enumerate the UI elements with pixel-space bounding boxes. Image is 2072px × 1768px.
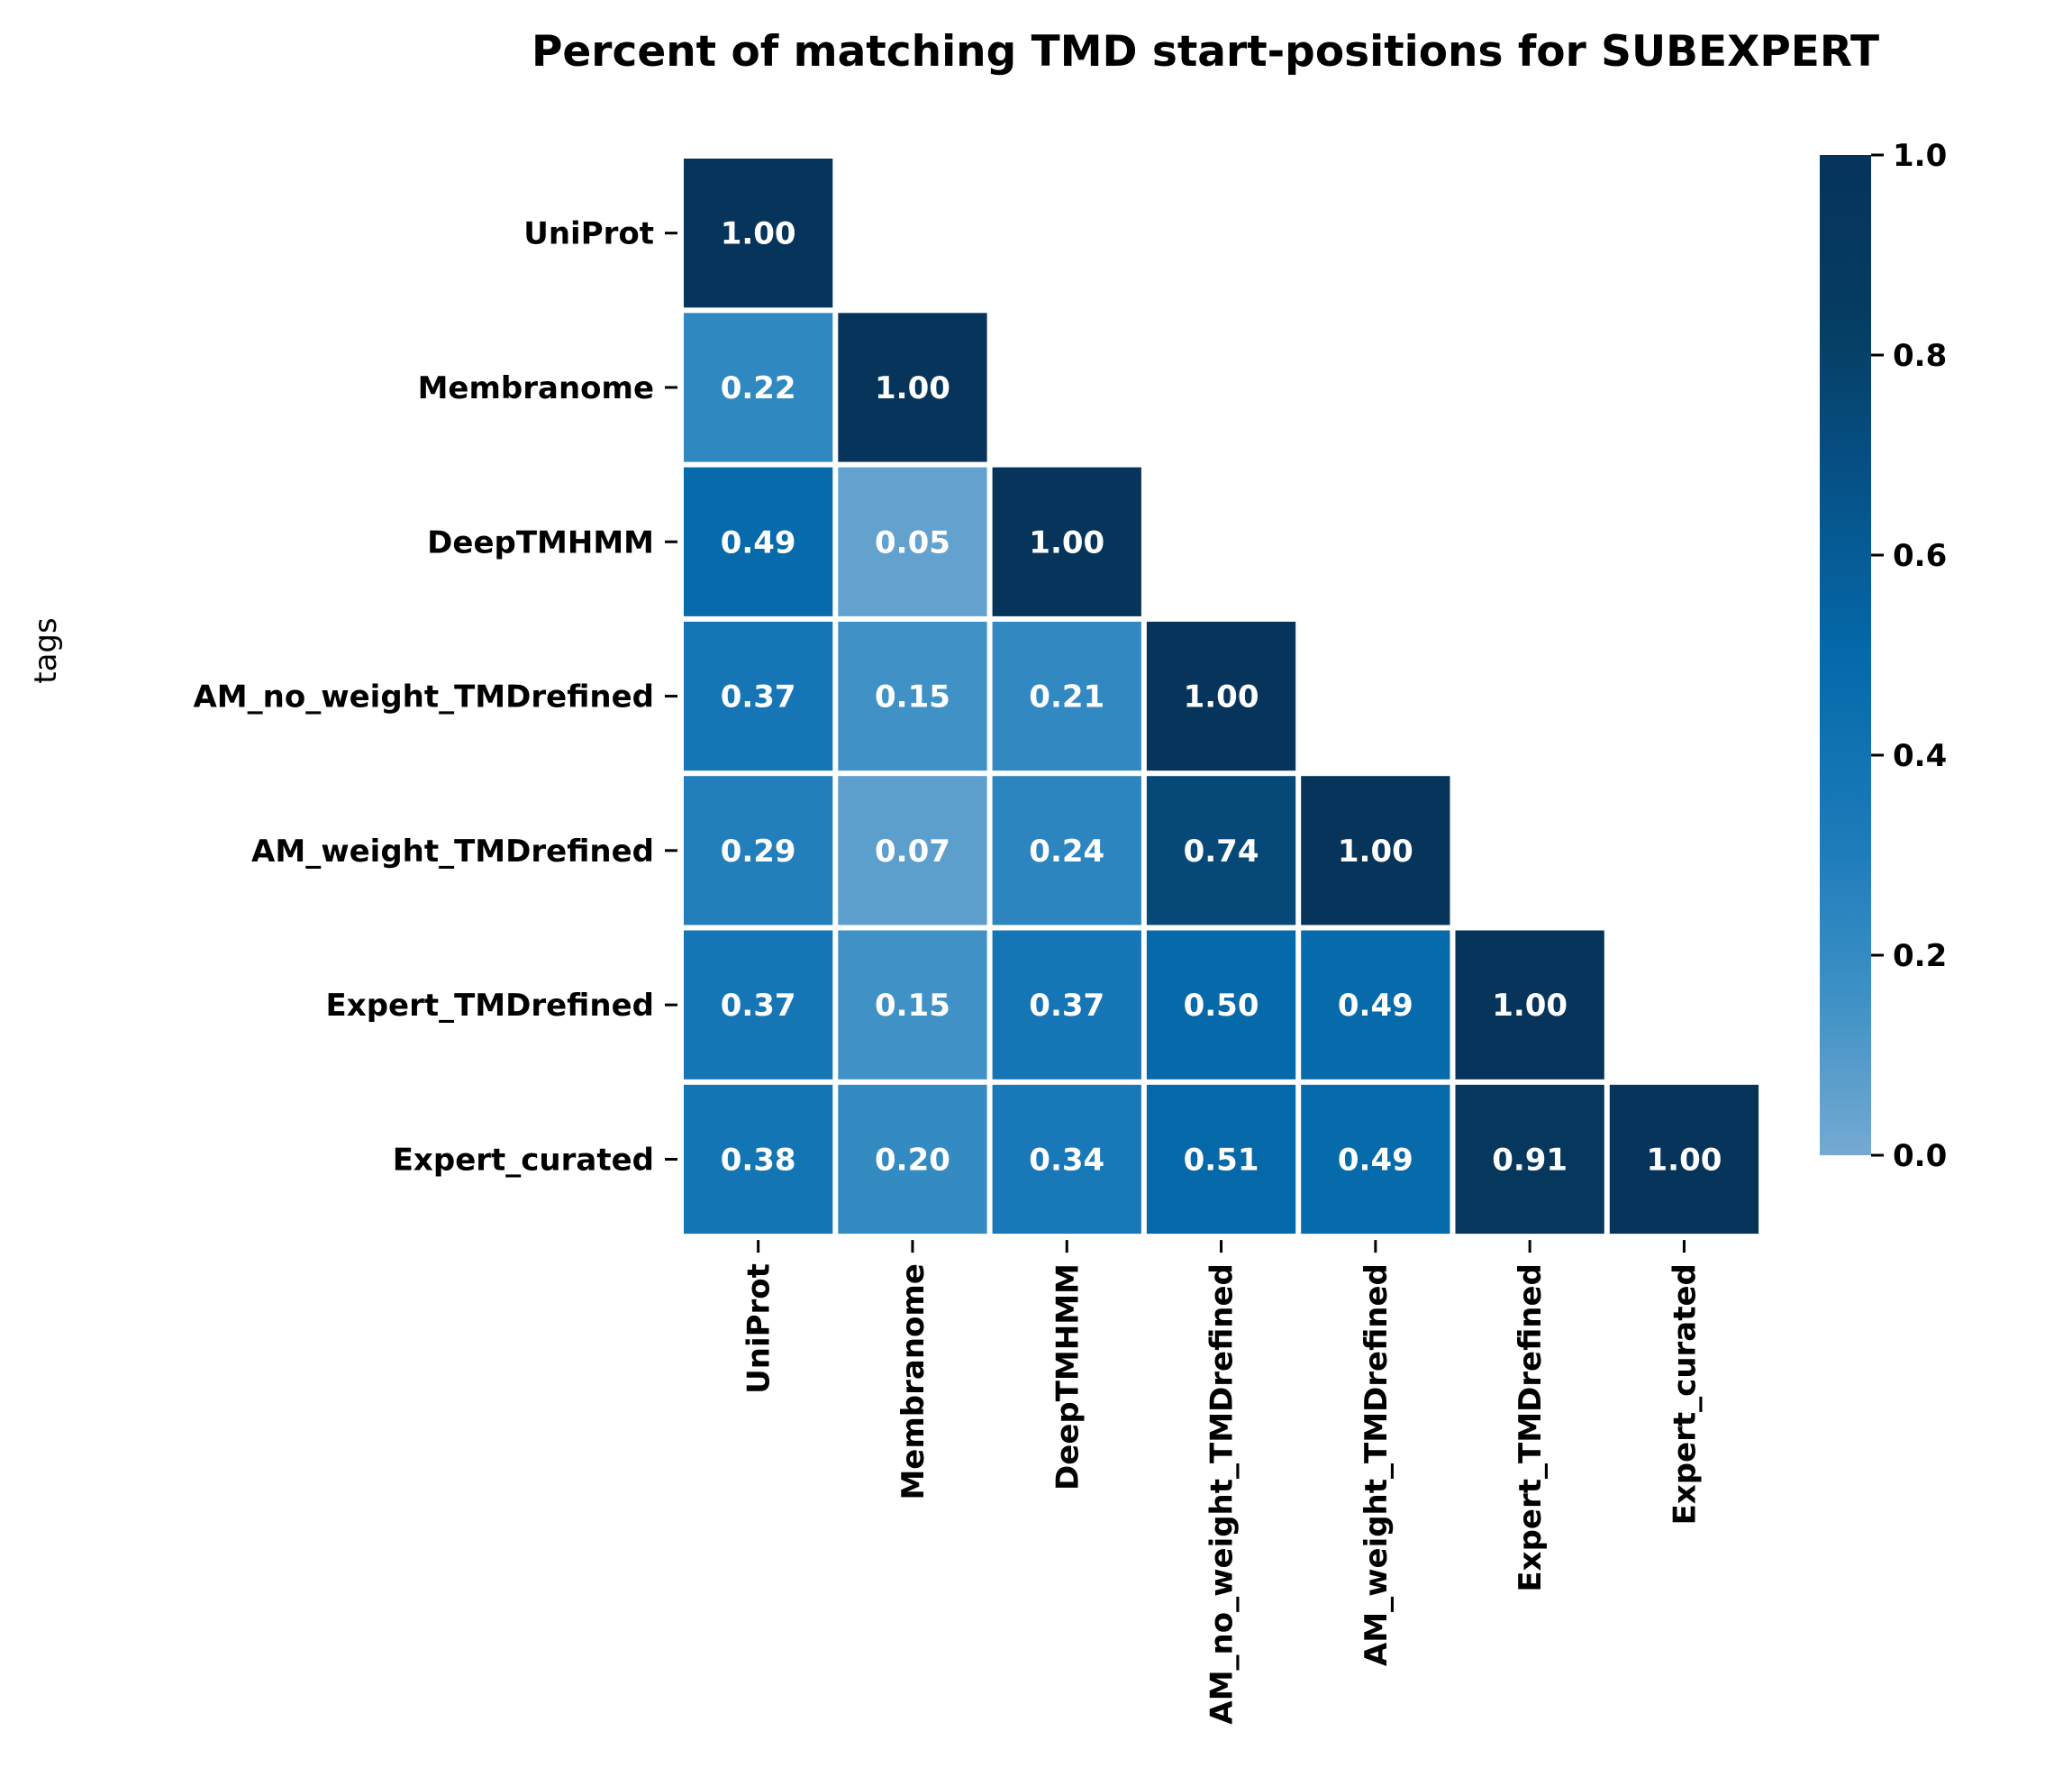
cell-value-label: 0.38 — [721, 1142, 796, 1178]
cell-value-label: 0.21 — [1029, 679, 1104, 715]
x-tick-label: DeepTMHMM — [1050, 1263, 1086, 1490]
y-tick-label: UniProt — [523, 216, 654, 252]
x-tick-label: AM_weight_TMDrefined — [1359, 1263, 1395, 1666]
heatmap-cells: 1.00 0.22 1.00 0.49 0.05 1.00 0.37 0.15 0.21 1.00… — [684, 159, 1758, 1234]
x-tick-label: AM_no_weight_TMDrefined — [1204, 1263, 1240, 1725]
cell-value-label: 0.49 — [1338, 1142, 1413, 1178]
colorbar-tick-label: 0.6 — [1893, 538, 1947, 574]
y-tick-label: Expert_curated — [393, 1142, 654, 1178]
cell-value-label: 0.22 — [721, 370, 796, 406]
cell-value-label: 0.29 — [721, 834, 796, 870]
x-tick-label: UniProt — [741, 1263, 777, 1394]
y-tick-label: DeepTMHMM — [427, 524, 654, 560]
y-axis-ticks: UniProt Membranome DeepTMHMM AM_no_weight_T… — [193, 216, 677, 1179]
cell-value-label: 0.37 — [721, 679, 796, 715]
cell-value-label: 0.51 — [1184, 1142, 1259, 1178]
cell-value-label: 0.15 — [875, 679, 950, 715]
y-tick-label: AM_weight_TMDrefined — [251, 834, 654, 870]
colorbar-gradient — [1820, 155, 1871, 1155]
cell-value-label: 1.00 — [721, 216, 796, 252]
cell-value-label: 0.07 — [875, 834, 950, 870]
cell-value-label: 0.49 — [721, 524, 796, 560]
colorbar: 0.0 0.2 0.4 0.6 0.8 1.0 — [1820, 138, 1947, 1174]
cell-value-label: 0.15 — [875, 988, 950, 1024]
colorbar-tick-label: 0.4 — [1893, 738, 1947, 774]
colorbar-tick-label: 0.0 — [1893, 1138, 1947, 1174]
cell-value-label: 1.00 — [1338, 834, 1413, 870]
cell-value-label: 1.00 — [1029, 524, 1104, 560]
cell-value-label: 1.00 — [1184, 679, 1259, 715]
x-tick-label: Membranome — [895, 1263, 931, 1499]
cell-value-label: 0.05 — [875, 524, 950, 560]
cell-value-label: 1.00 — [1647, 1142, 1722, 1178]
colorbar-tick-label: 0.2 — [1893, 938, 1947, 974]
y-axis-label: tags — [28, 617, 64, 683]
cell-value-label: 0.34 — [1029, 1142, 1104, 1178]
cell-value-label: 1.00 — [875, 370, 950, 406]
colorbar-tick-label: 1.0 — [1893, 138, 1947, 174]
chart-title: Percent of matching TMD start-positions … — [532, 27, 1879, 77]
cell-value-label: 0.91 — [1492, 1142, 1568, 1178]
cell-value-label: 1.00 — [1492, 988, 1568, 1024]
x-axis-ticks: UniProt Membranome DeepTMHMM AM_no_weight_T… — [741, 1240, 1704, 1725]
colorbar-tick-label: 0.8 — [1893, 338, 1947, 374]
y-tick-label: AM_no_weight_TMDrefined — [193, 679, 654, 715]
cell-value-label: 0.37 — [1029, 988, 1104, 1024]
y-tick-label: Expert_TMDrefined — [326, 988, 654, 1024]
cell-value-label: 0.74 — [1184, 834, 1259, 870]
cell-value-label: 0.37 — [721, 988, 796, 1024]
y-tick-label: Membranome — [418, 370, 654, 406]
cell-value-label: 0.49 — [1338, 988, 1413, 1024]
x-tick-label: Expert_TMDrefined — [1513, 1263, 1549, 1591]
cell-value-label: 0.24 — [1029, 834, 1104, 870]
cell-value-label: 0.20 — [875, 1142, 950, 1178]
x-tick-label: Expert_curated — [1667, 1263, 1703, 1525]
cell-value-label: 0.50 — [1184, 988, 1259, 1024]
